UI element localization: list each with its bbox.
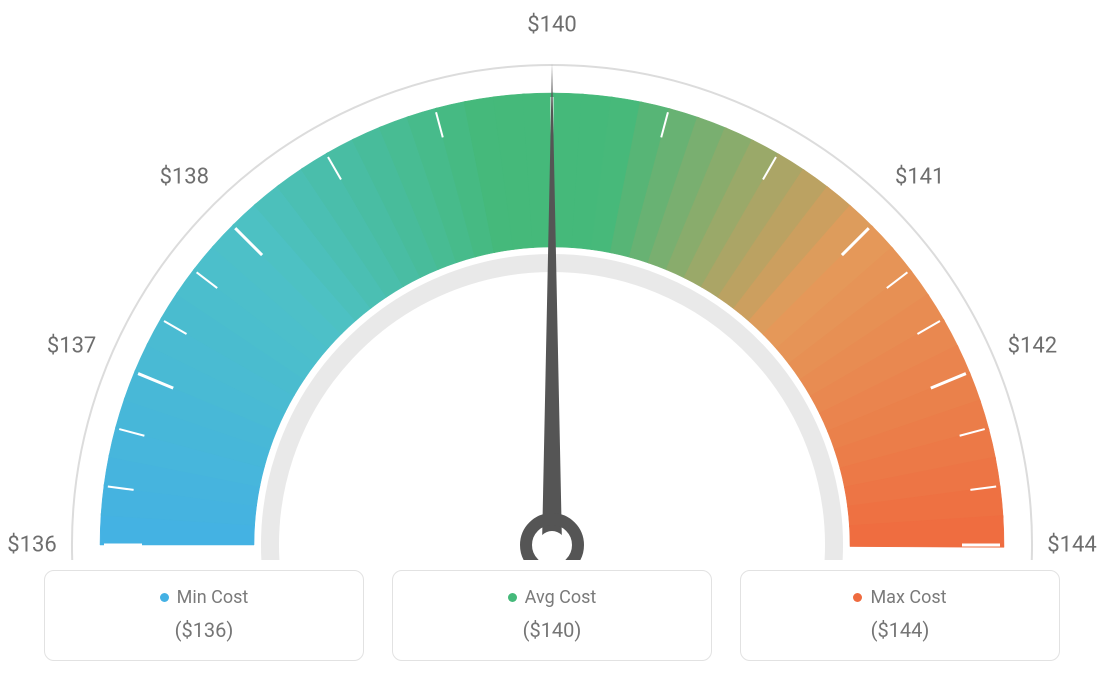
legend-row: Min Cost ($136) Avg Cost ($140) Max Cost… <box>0 570 1104 661</box>
legend-card-avg: Avg Cost ($140) <box>392 570 712 661</box>
gauge-tick-label: $142 <box>1008 334 1057 359</box>
legend-card-min: Min Cost ($136) <box>44 570 364 661</box>
legend-card-max: Max Cost ($144) <box>740 570 1060 661</box>
gauge-needle-hub-inner <box>538 531 566 559</box>
legend-value-avg: ($140) <box>413 618 691 642</box>
legend-title-max: Max Cost <box>853 587 946 608</box>
gauge-tick-label: $137 <box>47 334 96 359</box>
dot-icon <box>508 593 517 602</box>
dot-icon <box>853 593 862 602</box>
legend-label: Avg Cost <box>525 587 597 608</box>
gauge-tick-label: $136 <box>7 533 56 558</box>
dot-icon <box>160 593 169 602</box>
legend-label: Min Cost <box>177 587 249 608</box>
legend-value-max: ($144) <box>761 618 1039 642</box>
gauge-chart: $136 $137 $138 $140 $141 $142 $144 <box>0 0 1104 560</box>
legend-title-avg: Avg Cost <box>508 587 597 608</box>
gauge-tick-label: $144 <box>1047 533 1096 558</box>
gauge-tick-label: $140 <box>527 13 576 38</box>
gauge-svg <box>0 0 1104 560</box>
gauge-tick-label: $138 <box>160 165 209 190</box>
legend-value-min: ($136) <box>65 618 343 642</box>
legend-label: Max Cost <box>870 587 946 608</box>
legend-title-min: Min Cost <box>160 587 249 608</box>
gauge-tick-label: $141 <box>895 165 944 190</box>
